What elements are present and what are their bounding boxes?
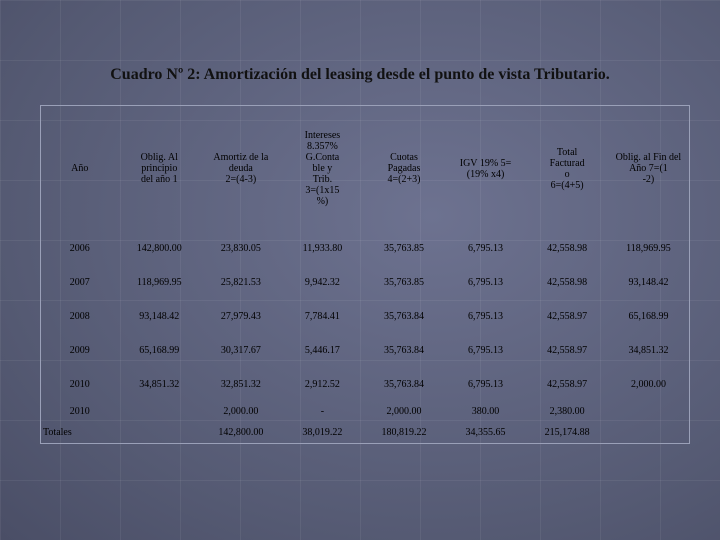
- cell: 42,558.97: [547, 344, 588, 356]
- cell: 6,795.13: [468, 378, 504, 390]
- cell: 5,446.17: [304, 344, 340, 356]
- cell: 42,558.98: [547, 242, 588, 254]
- table: Año Oblig. Al principio del año 1 Amortiz …: [40, 105, 690, 444]
- cell: 6,795.13: [468, 276, 504, 288]
- cell: 6,795.13: [468, 344, 504, 356]
- cell: 35,763.85: [383, 242, 424, 254]
- cell: 34,355.65: [465, 426, 506, 438]
- cell: 142,800.00: [136, 242, 182, 254]
- table-body: 2006 142,800.00 23,830.05 11,933.80 35,763.8…: [41, 231, 690, 444]
- cell: 6,795.13: [468, 242, 504, 254]
- cell: 30,317.67: [220, 344, 261, 356]
- cell: 27,979.43: [220, 310, 261, 322]
- cell: 93,148.42: [139, 310, 180, 322]
- cell: 215,174.88: [544, 426, 590, 438]
- cell: 2,380.00: [549, 405, 585, 417]
- cell: 25,821.53: [220, 276, 261, 288]
- cell: [119, 401, 201, 421]
- row-label: 2007: [69, 276, 90, 288]
- cell: 65,168.99: [139, 344, 180, 356]
- header-cell: Cuotas Pagadas 4=(2+3): [387, 152, 421, 185]
- cell: 32,851.32: [220, 378, 261, 390]
- cell: 65,168.99: [628, 310, 669, 322]
- table-row: 2010 34,851.32 32,851.32 2,912.52 35,763.84 6…: [41, 367, 690, 401]
- cell: 180,819.22: [381, 426, 427, 438]
- table-row: 2010 2,000.00 - 2,000.00 380.00 2,380.00: [41, 401, 690, 421]
- row-label: 2008: [69, 310, 90, 322]
- header-cell: Oblig. Al principio del año 1: [140, 152, 178, 185]
- header-cell: Amortiz de la deuda 2=(4-3): [213, 152, 269, 185]
- cell: 7,784.41: [304, 310, 340, 322]
- title: Cuadro Nº 2: Amortización del leasing de…: [110, 66, 610, 83]
- cell: -: [320, 405, 325, 417]
- header-cell: Intereses 8.357% G.Conta ble y Trib. 3=(…: [304, 130, 341, 207]
- cell: 38,019.22: [302, 426, 343, 438]
- cell: 42,558.97: [547, 310, 588, 322]
- row-label: Totales: [43, 426, 72, 438]
- cell: 23,830.05: [220, 242, 261, 254]
- header-cell: Año: [71, 163, 89, 174]
- table-row: Totales 142,800.00 38,019.22 180,819.22 34,3…: [41, 421, 690, 444]
- cell: 118,969.95: [626, 242, 671, 254]
- cell: 34,851.32: [139, 378, 180, 390]
- cell: 2,000.00: [223, 405, 259, 417]
- row-label: 2006: [69, 242, 90, 254]
- cell: [608, 421, 690, 444]
- header-cell: IGV 19% 5= (19% x4): [459, 157, 512, 180]
- cell: 2,000.00: [630, 378, 666, 390]
- cell: 35,763.85: [383, 276, 424, 288]
- cell: [608, 401, 690, 421]
- header-row: Año Oblig. Al principio del año 1 Amortiz …: [41, 106, 690, 232]
- table-row: 2008 93,148.42 27,979.43 7,784.41 35,763.84 6…: [41, 299, 690, 333]
- cell: 35,763.84: [383, 310, 424, 322]
- cell: 42,558.98: [547, 276, 588, 288]
- table-row: 2006 142,800.00 23,830.05 11,933.80 35,763.8…: [41, 231, 690, 265]
- cell: 34,851.32: [628, 344, 669, 356]
- row-label: 2010: [69, 378, 90, 390]
- cell: 93,148.42: [628, 276, 669, 288]
- cell: 2,912.52: [304, 378, 340, 390]
- cell: 9,942.32: [304, 276, 340, 288]
- cell: 380.00: [471, 405, 500, 417]
- cell: 11,933.80: [302, 242, 343, 254]
- cell: 142,800.00: [218, 426, 264, 438]
- table-row: 2007 118,969.95 25,821.53 9,942.32 35,763.85…: [41, 265, 690, 299]
- table-row: 2009 65,168.99 30,317.67 5,446.17 35,763.84 6…: [41, 333, 690, 367]
- row-label: 2009: [69, 344, 90, 356]
- cell: 118,969.95: [136, 276, 182, 288]
- cell: 42,558.97: [547, 378, 588, 390]
- cell: 35,763.84: [383, 378, 424, 390]
- header-cell: Total Facturad o 6=(4+5): [549, 146, 585, 191]
- cell: 6,795.13: [468, 310, 504, 322]
- header-cell: Oblig. al Fin del Año 7=(1 -2): [615, 152, 682, 185]
- cell: [119, 421, 201, 444]
- row-label: 2010: [69, 405, 90, 417]
- cell: 2,000.00: [386, 405, 422, 417]
- cell: 35,763.84: [383, 344, 424, 356]
